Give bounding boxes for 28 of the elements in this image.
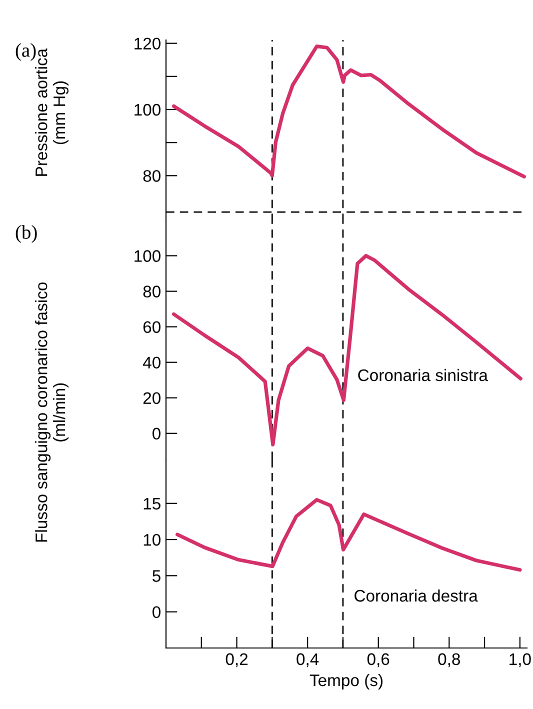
y-tick-label: 20 xyxy=(143,392,160,404)
text: (b) xyxy=(16,225,37,243)
y-tick-label: 10 xyxy=(144,534,160,546)
y-tick-label: 40 xyxy=(142,356,160,369)
y-tick-label: 0 xyxy=(152,606,160,618)
y-tick-label: 15 xyxy=(144,498,160,510)
line-series xyxy=(172,44,526,178)
y-tick-label: 100 xyxy=(134,104,160,116)
y-tick-label: 0 xyxy=(152,428,160,440)
series-label: Coronaria destra xyxy=(354,589,478,602)
line-series xyxy=(176,498,522,572)
y-tick-label: 80 xyxy=(143,170,160,182)
series-label: Coronaria sinistra xyxy=(358,368,488,382)
y-tick-label: 100 xyxy=(134,250,160,262)
y-tick-label: 5 xyxy=(152,570,160,582)
x-tick-label: 1,0 xyxy=(510,653,531,668)
y-axis-title: Flusso sanguigno coronarico fasico (ml/min) xyxy=(35,282,69,542)
x-axis-title: Tempo (s) xyxy=(310,674,383,690)
y-axis-title: Pressione aortica (mm Hg) xyxy=(35,48,69,176)
x-tick-label: 0,2 xyxy=(226,653,248,668)
y-tick-label: 120 xyxy=(134,38,160,50)
x-tick-label: 0,8 xyxy=(438,653,460,668)
y-tick-label: 60 xyxy=(143,321,160,333)
x-tick-label: 0,4 xyxy=(296,653,319,668)
line-series xyxy=(172,254,522,446)
text: (a) xyxy=(16,43,36,61)
y-tick-label: 80 xyxy=(143,286,160,298)
x-tick-label: 0,6 xyxy=(367,653,390,668)
